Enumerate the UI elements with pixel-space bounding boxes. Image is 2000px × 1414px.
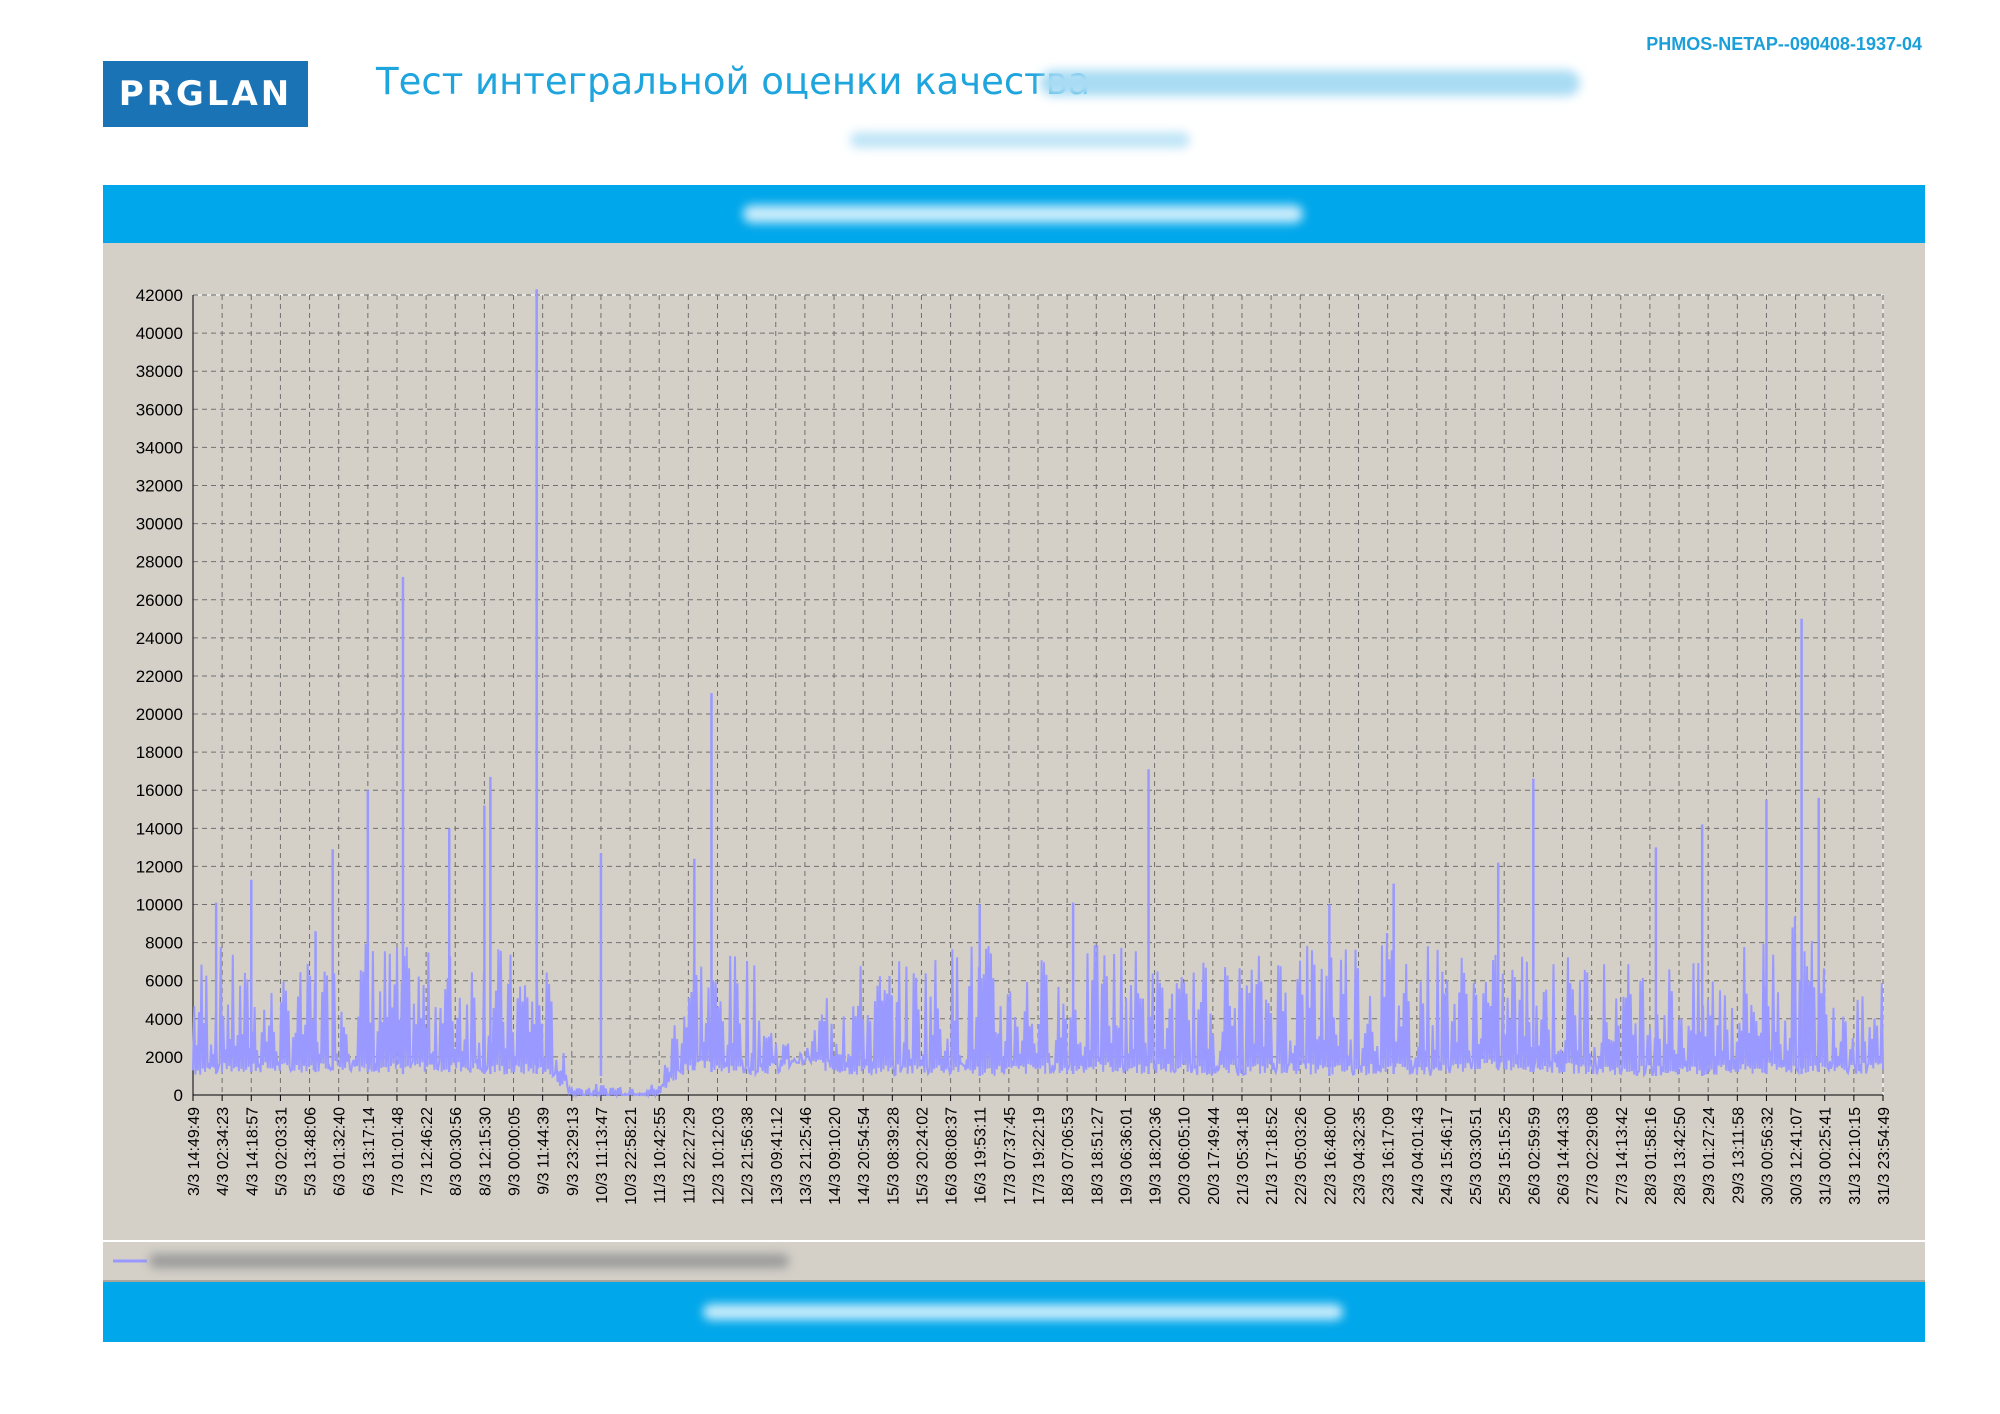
x-tick-label: 21/3 05:34:18 bbox=[1235, 1107, 1252, 1205]
x-tick-label: 19/3 18:20:36 bbox=[1148, 1107, 1165, 1205]
x-tick-label: 5/3 13:48:06 bbox=[303, 1107, 320, 1196]
x-tick-label: 23/3 04:32:35 bbox=[1352, 1107, 1369, 1205]
x-tick-label: 8/3 00:30:56 bbox=[448, 1107, 465, 1196]
x-tick-label: 11/3 10:42:55 bbox=[652, 1107, 669, 1204]
x-tick-label: 16/3 08:08:37 bbox=[944, 1107, 961, 1205]
legend-swatch bbox=[113, 1259, 147, 1263]
redacted-legend-label bbox=[149, 1254, 789, 1268]
y-tick-label: 14000 bbox=[136, 819, 183, 838]
x-tick-label: 9/3 00:00:05 bbox=[507, 1107, 524, 1196]
x-tick-label: 15/3 20:24:02 bbox=[914, 1107, 931, 1205]
y-tick-label: 0 bbox=[174, 1086, 183, 1105]
x-tick-label: 14/3 09:10:20 bbox=[827, 1107, 844, 1205]
x-tick-label: 4/3 02:34:23 bbox=[215, 1107, 232, 1196]
x-tick-label: 18/3 18:51:27 bbox=[1089, 1107, 1106, 1205]
x-tick-label: 23/3 16:17:09 bbox=[1381, 1107, 1398, 1205]
chart-header-band bbox=[103, 185, 1925, 245]
footer-band bbox=[103, 1282, 1925, 1342]
x-tick-label: 10/3 22:58:21 bbox=[623, 1107, 640, 1205]
x-tick-label: 6/3 01:32:40 bbox=[332, 1107, 349, 1196]
series-line bbox=[192, 916, 1884, 1099]
redacted-title-part bbox=[1040, 70, 1580, 96]
x-tick-label: 20/3 17:49:44 bbox=[1206, 1107, 1223, 1205]
x-tick-label: 22/3 05:03:26 bbox=[1293, 1107, 1310, 1205]
y-tick-label: 30000 bbox=[136, 515, 183, 534]
y-tick-label: 34000 bbox=[136, 438, 183, 457]
x-tick-label: 26/3 14:44:33 bbox=[1555, 1107, 1572, 1205]
x-tick-label: 9/3 23:29:13 bbox=[565, 1107, 582, 1196]
y-tick-label: 6000 bbox=[145, 972, 183, 991]
y-tick-label: 8000 bbox=[145, 934, 183, 953]
x-tick-label: 28/3 13:42:50 bbox=[1672, 1107, 1689, 1205]
x-tick-label: 13/3 21:25:46 bbox=[798, 1107, 815, 1205]
x-tick-label: 9/3 11:44:39 bbox=[536, 1107, 553, 1195]
x-tick-label: 25/3 03:30:51 bbox=[1468, 1107, 1485, 1205]
x-tick-label: 19/3 06:36:01 bbox=[1118, 1107, 1135, 1205]
x-tick-label: 7/3 12:46:22 bbox=[419, 1107, 436, 1196]
y-tick-label: 16000 bbox=[136, 781, 183, 800]
redacted-subtitle bbox=[850, 132, 1190, 148]
x-tick-label: 16/3 19:53:11 bbox=[973, 1107, 990, 1204]
y-tick-label: 36000 bbox=[136, 400, 183, 419]
redacted-chart-title bbox=[743, 205, 1303, 223]
prolan-logo: PRGLAN bbox=[103, 61, 308, 127]
y-tick-label: 18000 bbox=[136, 743, 183, 762]
x-tick-label: 31/3 00:25:41 bbox=[1818, 1107, 1835, 1205]
page-title: Тест интегральной оценки качества bbox=[376, 60, 1091, 103]
y-tick-label: 20000 bbox=[136, 705, 183, 724]
y-tick-label: 38000 bbox=[136, 362, 183, 381]
x-tick-label: 21/3 17:18:52 bbox=[1264, 1107, 1281, 1205]
x-tick-label: 4/3 14:18:57 bbox=[244, 1107, 261, 1196]
x-tick-label: 24/3 15:46:17 bbox=[1439, 1107, 1456, 1205]
x-tick-label: 29/3 13:11:58 bbox=[1730, 1107, 1747, 1204]
x-tick-label: 15/3 08:39:28 bbox=[885, 1107, 902, 1205]
x-tick-label: 5/3 02:03:31 bbox=[273, 1107, 290, 1196]
x-tick-label: 24/3 04:01:43 bbox=[1410, 1107, 1427, 1205]
document-id: PHMOS-NETAP--090408-1937-04 bbox=[1646, 34, 1922, 54]
x-tick-label: 28/3 01:58:16 bbox=[1643, 1107, 1660, 1205]
x-tick-label: 7/3 01:01:48 bbox=[390, 1107, 407, 1196]
x-tick-label: 13/3 09:41:12 bbox=[769, 1107, 786, 1205]
chart-panel: 0 2000 4000 6000 8000 10000 12000 14000 16000 180… bbox=[103, 243, 1925, 1279]
x-tick-label: 29/3 01:27:24 bbox=[1701, 1107, 1718, 1205]
y-tick-label: 28000 bbox=[136, 553, 183, 572]
y-tick-label: 42000 bbox=[136, 286, 183, 305]
legend bbox=[103, 1240, 1925, 1282]
x-tick-label: 10/3 11:13:47 bbox=[594, 1107, 611, 1204]
x-tick-label: 11/3 22:27:29 bbox=[681, 1107, 698, 1204]
x-tick-label: 17/3 07:37:45 bbox=[1002, 1107, 1019, 1205]
x-tick-label: 25/3 15:15:25 bbox=[1497, 1107, 1514, 1205]
x-tick-label: 3/3 14:49:49 bbox=[186, 1107, 203, 1196]
x-tick-label: 6/3 13:17:14 bbox=[361, 1107, 378, 1196]
y-tick-label: 22000 bbox=[136, 667, 183, 686]
x-tick-label: 12/3 21:56:38 bbox=[740, 1107, 757, 1205]
y-tick-label: 2000 bbox=[145, 1048, 183, 1067]
y-tick-label: 40000 bbox=[136, 324, 183, 343]
redacted-footer-text bbox=[703, 1304, 1343, 1320]
y-tick-label: 4000 bbox=[145, 1010, 183, 1029]
x-tick-label: 20/3 06:05:10 bbox=[1177, 1107, 1194, 1205]
x-tick-label: 30/3 00:56:32 bbox=[1759, 1107, 1776, 1205]
x-tick-label: 31/3 12:10:15 bbox=[1847, 1107, 1864, 1205]
x-tick-label: 17/3 19:22:19 bbox=[1031, 1107, 1048, 1205]
x-tick-label: 18/3 07:06:53 bbox=[1060, 1107, 1077, 1205]
x-tick-label: 30/3 12:41:07 bbox=[1789, 1107, 1806, 1205]
x-tick-label: 8/3 12:15:30 bbox=[477, 1107, 494, 1196]
y-tick-label: 10000 bbox=[136, 896, 183, 915]
y-tick-label: 24000 bbox=[136, 629, 183, 648]
x-tick-label: 31/3 23:54:49 bbox=[1876, 1107, 1893, 1205]
x-tick-label: 26/3 02:59:59 bbox=[1526, 1107, 1543, 1205]
x-tick-label: 27/3 02:29:08 bbox=[1585, 1107, 1602, 1205]
x-tick-label: 12/3 10:12:03 bbox=[710, 1107, 727, 1205]
x-tick-label: 14/3 20:54:54 bbox=[856, 1107, 873, 1205]
y-tick-label: 12000 bbox=[136, 857, 183, 876]
x-tick-label: 22/3 16:48:00 bbox=[1322, 1107, 1339, 1205]
line-chart: 0 2000 4000 6000 8000 10000 12000 14000 16000 180… bbox=[136, 286, 1893, 1205]
x-tick-label: 27/3 14:13:42 bbox=[1614, 1107, 1631, 1205]
y-tick-label: 26000 bbox=[136, 591, 183, 610]
y-tick-label: 32000 bbox=[136, 476, 183, 495]
